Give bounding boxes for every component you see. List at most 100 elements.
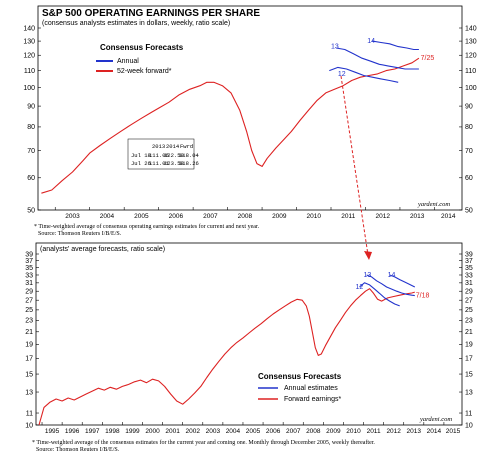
bottom-y-tick-label-right-15: 15 — [465, 371, 473, 378]
top-x-tick-label-2004: 2004 — [100, 213, 115, 220]
top-y-tick-label-left-110: 110 — [24, 68, 35, 75]
bottom-y-tick-label-left-27: 27 — [25, 298, 33, 305]
top-y-tick-label-right-140: 140 — [465, 25, 477, 32]
bottom-credit: yardeni.com — [419, 416, 452, 423]
top-y-tick-label-right-130: 130 — [465, 38, 477, 45]
top-x-tick-label-2011: 2011 — [341, 213, 355, 220]
top-legend: Consensus Forecasts Annual 52-week forwa… — [96, 43, 184, 75]
bottom-x-tick-label-1999: 1999 — [125, 428, 140, 435]
bottom-x-tick-label-1998: 1998 — [105, 428, 120, 435]
bottom-x-tick-label-2008: 2008 — [306, 428, 321, 435]
top-table-row1-date: Jul 18 — [131, 152, 151, 159]
bottom-x-tick-label-2007: 2007 — [286, 428, 301, 435]
top-chart: S&P 500 OPERATING EARNINGS PER SHARE (co… — [23, 5, 477, 237]
bottom-x-tick-label-1997: 1997 — [85, 428, 100, 435]
bottom-x-tick-label-2004: 2004 — [226, 428, 241, 435]
bottom-annotation-14: 14 — [388, 272, 396, 279]
bottom-annotation-13: 13 — [364, 272, 372, 279]
top-data-table-box — [127, 138, 195, 170]
top-y-tick-label-right-100: 100 — [465, 85, 477, 92]
top-table-row2-2014: 123.58 — [164, 160, 184, 167]
bottom-legend-title: Consensus Forecasts — [258, 372, 342, 381]
top-y-tick-label-left-130: 130 — [23, 38, 35, 45]
bottom-chart-subtitle: (analysts' average forecasts, ratio scal… — [40, 246, 165, 253]
top-legend-annual-label: Annual — [117, 58, 139, 65]
connector-arrow-head — [364, 251, 372, 260]
bottom-plot-frame — [35, 242, 463, 426]
top-x-tick-label-2010: 2010 — [307, 213, 322, 220]
top-y-tick-label-left-90: 90 — [27, 103, 35, 110]
top-x-axis: 2003 2004 2005 2006 2007 2008 2009 2010 2011 2012… — [54, 207, 456, 220]
bottom-x-tick-label-2009: 2009 — [326, 428, 341, 435]
top-table-row1-2013: 111.06 — [149, 152, 169, 159]
top-y-tick-label-left-50: 50 — [27, 207, 35, 214]
bottom-legend: Consensus Forecasts Annual estimates For… — [258, 372, 342, 403]
bottom-y-tick-label-right-21: 21 — [465, 329, 473, 336]
top-y-tick-label-right-110: 110 — [465, 68, 476, 75]
top-annotation-14: 14 — [367, 38, 375, 45]
top-y-tick-label-left-70: 70 — [27, 148, 35, 155]
bottom-x-tick-label-1996: 1996 — [65, 428, 80, 435]
bottom-x-tick-label-2015: 2015 — [446, 428, 461, 435]
bottom-legend-annual-label: Annual estimates — [284, 385, 338, 392]
top-annotation-12: 12 — [338, 71, 346, 78]
top-y-tick-label-right-90: 90 — [465, 103, 473, 110]
top-table-row2-date: Jul 26 — [131, 160, 151, 167]
bottom-y-tick-label-left-21: 21 — [25, 329, 33, 336]
top-legend-forward-label: 52-week forward* — [117, 68, 172, 75]
top-chart-title: S&P 500 OPERATING EARNINGS PER SHARE — [42, 8, 260, 19]
top-table-row1-2014: 122.59 — [164, 152, 184, 159]
top-data-table: 2013 2014 Fwrd Jul 18 111.06 122.59 118.… — [127, 138, 200, 170]
top-x-tick-label-2009: 2009 — [272, 213, 287, 220]
top-legend-title: Consensus Forecasts — [100, 43, 184, 52]
top-y-tick-label-left-60: 60 — [27, 175, 35, 182]
bottom-x-tick-label-2001: 2001 — [165, 428, 180, 435]
top-footnote-1: * Time-weighted average of consensus ope… — [34, 223, 260, 230]
top-x-tick-label-2012: 2012 — [375, 213, 390, 220]
bottom-x-tick-label-2011: 2011 — [367, 428, 381, 435]
bottom-y-tick-label-left-37: 37 — [25, 258, 33, 265]
top-table-row2-fwrd: 118.26 — [179, 160, 199, 167]
bottom-y-tick-label-right-11: 11 — [465, 410, 472, 417]
top-x-tick-label-2005: 2005 — [134, 213, 149, 220]
bottom-series-forward-earnings — [38, 288, 415, 426]
bottom-x-tick-label-2013: 2013 — [407, 428, 422, 435]
bottom-y-tick-label-right-33: 33 — [465, 272, 473, 279]
bottom-y-tick-label-left-23: 23 — [25, 318, 33, 325]
bottom-x-tick-label-2000: 2000 — [145, 428, 160, 435]
bottom-y-tick-label-right-27: 27 — [465, 298, 473, 305]
bottom-y-tick-label-left-15: 15 — [25, 371, 33, 378]
bottom-x-tick-label-2003: 2003 — [206, 428, 221, 435]
bottom-series-annual-estimates-12 — [359, 282, 400, 307]
top-x-tick-label-2013: 2013 — [410, 213, 425, 220]
top-x-tick-label-2006: 2006 — [169, 213, 184, 220]
top-y-tick-label-left-140: 140 — [23, 25, 35, 32]
bottom-y-tick-label-right-29: 29 — [465, 289, 473, 296]
top-series-52-week-forward — [41, 57, 420, 194]
bottom-y-tick-label-right-17: 17 — [465, 356, 473, 363]
top-y-tick-label-left-80: 80 — [27, 124, 35, 131]
top-y-tick-label-right-80: 80 — [465, 124, 473, 131]
bottom-x-axis: 1995 1996 1997 1998 1999 2000 2001 2002 2003 2004… — [41, 422, 461, 435]
bottom-x-tick-label-1995: 1995 — [45, 428, 60, 435]
connector-arrow-line — [340, 75, 369, 256]
bottom-y-tick-label-left-31: 31 — [25, 280, 33, 287]
top-table-row1-fwrd: 118.04 — [179, 152, 200, 159]
top-x-tick-label-2014: 2014 — [441, 213, 456, 220]
top-series-annual-2012 — [329, 66, 399, 83]
bottom-y-tick-label-right-19: 19 — [465, 342, 473, 349]
bottom-y-tick-label-right-35: 35 — [465, 265, 473, 272]
bottom-y-tick-label-left-11: 11 — [26, 410, 33, 417]
top-plot-frame — [37, 5, 463, 211]
top-credit: yardeni.com — [417, 201, 450, 208]
connector-arrow — [340, 75, 372, 260]
top-series-annual-2013 — [336, 47, 419, 70]
bottom-y-tick-label-left-10: 10 — [25, 422, 33, 429]
top-y-tick-label-left-100: 100 — [23, 85, 35, 92]
bottom-y-tick-label-left-39: 39 — [25, 251, 33, 258]
top-table-header-2013: 2013 — [152, 143, 165, 150]
top-table-header-2014: 2014 — [166, 143, 180, 150]
top-y-tick-label-right-120: 120 — [465, 53, 477, 60]
bottom-legend-forward-label: Forward earnings* — [284, 396, 341, 403]
